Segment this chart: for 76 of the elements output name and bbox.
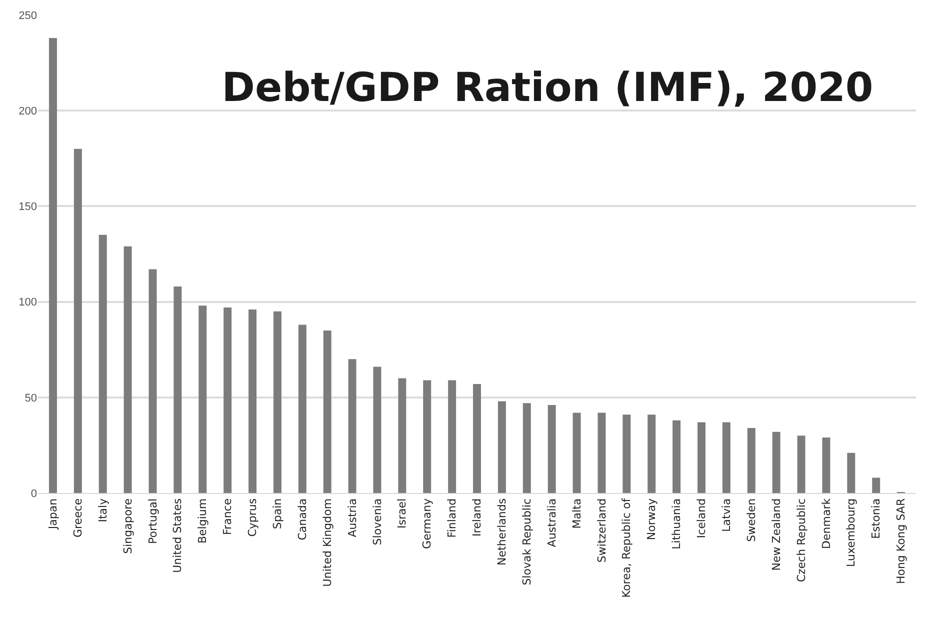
x-tick-label: Israel (396, 498, 409, 528)
x-tick-label: Hong Kong SAR (894, 498, 908, 584)
bar (473, 384, 481, 493)
y-tick-label: 250 (18, 10, 37, 22)
x-tick-label: Italy (96, 498, 110, 522)
bar (622, 414, 631, 493)
x-tick-label: Czech Republic (794, 498, 808, 582)
bar (797, 436, 806, 493)
x-tick-label: United States (171, 498, 184, 573)
y-tick-label: 0 (30, 488, 37, 500)
bar (198, 306, 207, 493)
bar (398, 378, 406, 493)
x-tick-label: United Kingdom (320, 498, 334, 587)
bar (423, 380, 432, 493)
bar (872, 478, 880, 493)
bar (98, 234, 107, 493)
bar (722, 422, 730, 493)
bar (572, 412, 581, 493)
bar (772, 432, 780, 493)
bar (323, 330, 332, 493)
x-tick-label: Latvia (720, 498, 734, 532)
bar (248, 309, 256, 493)
bar (273, 311, 282, 493)
bar (148, 269, 157, 493)
y-tick-label: 200 (18, 105, 37, 118)
x-tick-label: Greece (71, 498, 84, 538)
y-tick-label: 150 (18, 201, 37, 214)
bar (698, 422, 706, 493)
y-tick-label: 50 (24, 392, 37, 404)
bar (48, 38, 57, 493)
x-tick-label: Slovak Republic (520, 498, 534, 586)
x-tick-label: Australia (545, 498, 558, 548)
x-tick-label: Sweden (744, 498, 758, 542)
x-tick-label: Switzerland (595, 498, 608, 563)
y-tick-label: 100 (18, 296, 37, 309)
x-tick-label: Finland (446, 498, 459, 538)
text: Debt/GDP Ration (IMF), 2020 (222, 65, 874, 112)
x-tick-label: Canada (296, 498, 309, 540)
x-tick-label: Iceland (695, 498, 708, 538)
x-tick-label: Denmark (820, 498, 833, 549)
bar (174, 286, 182, 493)
x-tick-label: Lithuania (670, 498, 684, 550)
bar (822, 438, 830, 493)
bar (298, 324, 306, 493)
x-tick-label: Germany (420, 498, 434, 549)
x-tick-label: France (221, 498, 234, 535)
bar (598, 412, 606, 493)
x-tick-label: Cyprus (246, 498, 260, 537)
bar (74, 148, 82, 493)
bar (747, 428, 756, 493)
x-tick-label: New Zealand (770, 498, 783, 571)
bar (847, 452, 856, 493)
x-tick-label: Spain (271, 498, 284, 530)
x-tick-label: Norway (645, 498, 658, 540)
bar (348, 359, 356, 493)
x-tick-label: Ireland (470, 498, 484, 536)
x-tick-label: Japan (46, 498, 60, 530)
bar (648, 414, 656, 493)
bar (373, 366, 382, 493)
x-tick-label: Estonia (870, 498, 883, 539)
x-tick-label: Portugal (146, 498, 160, 544)
x-tick-label: Korea, Republic of (620, 497, 634, 598)
bar (548, 405, 556, 493)
bar (522, 403, 531, 493)
x-tick-label: Singapore (121, 498, 134, 554)
bar (498, 401, 506, 493)
x-tick-label: Luxembourg (844, 498, 858, 567)
x-tick-label: Austria (346, 498, 359, 538)
x-tick-label: Belgium (196, 498, 210, 544)
x-tick-label: Slovenia (370, 498, 384, 546)
x-tick-label: Netherlands (496, 498, 509, 566)
bar (448, 380, 456, 493)
bar (672, 420, 681, 493)
bar (224, 308, 232, 493)
x-tick-label: Malta (570, 498, 584, 529)
bar (124, 246, 132, 493)
